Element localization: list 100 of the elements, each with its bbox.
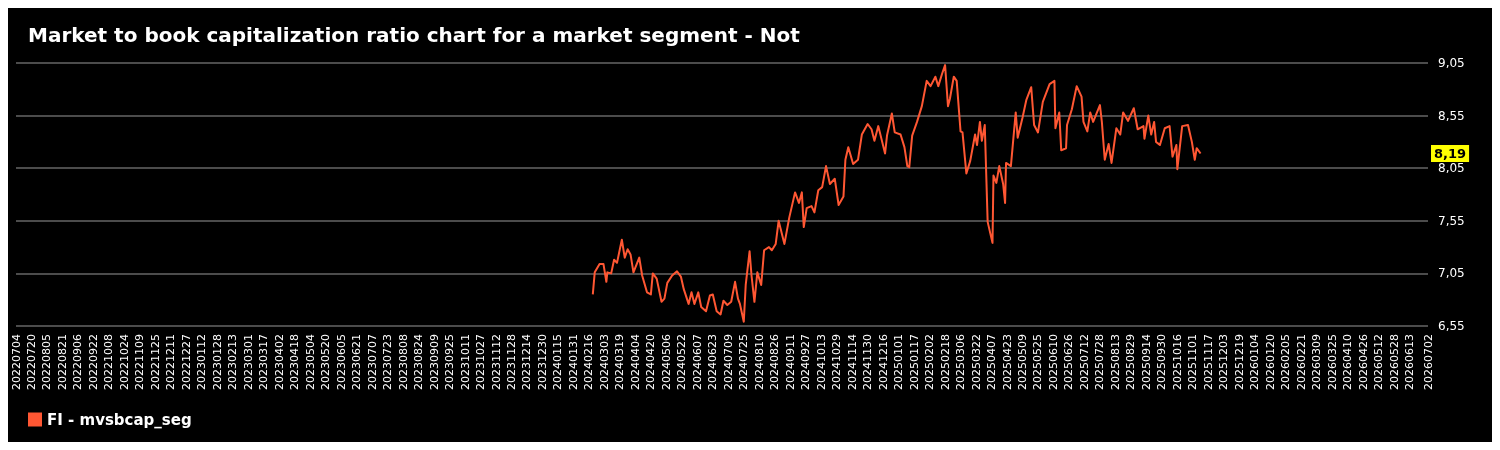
x-tick-label: 20221109 bbox=[133, 334, 147, 390]
x-tick-label: 20250525 bbox=[1031, 334, 1045, 390]
x-tick-label: 20240131 bbox=[566, 334, 580, 390]
x-tick-label: 20260613 bbox=[1403, 334, 1417, 390]
x-tick-label: 20250423 bbox=[1000, 334, 1014, 390]
y-tick-label: 8,05 bbox=[1438, 161, 1465, 176]
x-tick-label: 20230213 bbox=[226, 334, 240, 390]
x-tick-label: 20251203 bbox=[1217, 334, 1231, 390]
x-tick-label: 20240725 bbox=[737, 334, 751, 390]
x-tick-label: 20220922 bbox=[86, 334, 100, 390]
x-tick-label: 20260205 bbox=[1279, 334, 1293, 390]
x-tick-label: 20250509 bbox=[1016, 334, 1029, 390]
x-tick-label: 20260426 bbox=[1356, 334, 1370, 390]
x-tick-label: 20250322 bbox=[969, 334, 983, 390]
x-tick-label: 20241013 bbox=[814, 334, 828, 390]
x-tick-label: 20230128 bbox=[210, 334, 224, 390]
y-tick-label: 6,55 bbox=[1438, 319, 1465, 333]
x-tick-label: 20230418 bbox=[288, 334, 302, 390]
x-tick-label: 20240303 bbox=[597, 334, 611, 390]
x-tick-label: 20230707 bbox=[365, 334, 379, 390]
x-tick-label: 20250306 bbox=[954, 334, 968, 390]
x-tick-label: 20240607 bbox=[690, 334, 704, 390]
chart-title: Market to book capitalization ratio chart for a market segment - Not bbox=[28, 23, 801, 47]
x-tick-label: 20250813 bbox=[1108, 334, 1122, 390]
legend-label: FI - mvsbcap_seg bbox=[47, 410, 192, 429]
x-tick-label: 20250930 bbox=[1155, 334, 1169, 390]
x-tick-label: 20250712 bbox=[1077, 334, 1091, 390]
x-tick-label: 20240319 bbox=[613, 334, 627, 390]
x-tick-label: 20231230 bbox=[535, 334, 549, 390]
x-tick-label: 20260512 bbox=[1372, 334, 1386, 390]
x-tick-label: 20250101 bbox=[892, 334, 906, 390]
x-tick-label: 20250218 bbox=[938, 334, 952, 390]
x-tick-label: 20241130 bbox=[861, 334, 875, 390]
x-tick-label: 20260104 bbox=[1248, 334, 1262, 390]
x-tick-label: 20230925 bbox=[443, 334, 457, 390]
x-tick-label: 20250610 bbox=[1046, 334, 1060, 390]
x-tick-label: 20240522 bbox=[675, 334, 689, 390]
x-tick-label: 20251117 bbox=[1201, 334, 1215, 390]
x-tick-label: 20260528 bbox=[1387, 334, 1401, 390]
x-tick-label: 20230301 bbox=[241, 334, 255, 390]
x-tick-label: 20260410 bbox=[1341, 334, 1355, 390]
x-tick-label: 20220720 bbox=[24, 334, 38, 390]
x-tick-label: 20250407 bbox=[985, 334, 999, 390]
x-tick-label: 20230605 bbox=[334, 334, 348, 390]
x-tick-label: 20231011 bbox=[458, 334, 472, 390]
x-tick-label: 20220906 bbox=[71, 334, 85, 390]
x-tick-label: 20251101 bbox=[1186, 334, 1200, 390]
y-tick-label: 8,55 bbox=[1438, 108, 1465, 123]
x-tick-label: 20240216 bbox=[582, 334, 596, 390]
x-tick-label: 20231128 bbox=[505, 334, 519, 390]
y-tick-label: 7,05 bbox=[1438, 266, 1465, 281]
x-tick-label: 20250914 bbox=[1139, 334, 1153, 390]
x-tick-label: 20231214 bbox=[520, 334, 534, 390]
x-tick-label: 20250728 bbox=[1093, 334, 1107, 390]
x-tick-label: 20260221 bbox=[1294, 334, 1308, 390]
line-series bbox=[591, 64, 1202, 323]
x-tick-label: 20220805 bbox=[40, 334, 54, 390]
x-tick-label: 20230723 bbox=[381, 334, 395, 390]
x-tick-label: 20230808 bbox=[396, 334, 410, 390]
x-tick-label: 20221227 bbox=[179, 334, 193, 390]
x-tick-label: 20221008 bbox=[102, 334, 116, 390]
x-tick-label: 20250202 bbox=[923, 334, 937, 390]
x-tick-label: 20251219 bbox=[1232, 334, 1246, 390]
x-tick-label: 20240506 bbox=[659, 334, 673, 390]
x-tick-label: 20250117 bbox=[907, 334, 921, 390]
x-tick-label: 20230504 bbox=[303, 334, 317, 390]
y-tick-label: 9,05 bbox=[1438, 56, 1465, 70]
x-tick-label: 20241216 bbox=[876, 334, 890, 390]
x-tick-label: 20260309 bbox=[1310, 334, 1324, 390]
x-tick-label: 20230824 bbox=[412, 334, 426, 390]
x-tick-label: 20240623 bbox=[706, 334, 720, 390]
x-tick-label: 20230520 bbox=[319, 334, 333, 390]
x-tick-label: 20240927 bbox=[799, 334, 813, 390]
x-tick-label: 20240420 bbox=[644, 334, 658, 390]
x-tick-label: 20240911 bbox=[783, 334, 797, 390]
x-tick-label: 20250829 bbox=[1124, 334, 1138, 390]
y-tick-label: 7,55 bbox=[1438, 213, 1465, 228]
x-tick-label: 20240810 bbox=[752, 334, 766, 390]
x-tick-label: 20240404 bbox=[628, 334, 642, 390]
x-tick-label: 20230402 bbox=[272, 334, 286, 390]
x-tick-label: 20260120 bbox=[1263, 334, 1277, 390]
x-tick-label: 20231027 bbox=[474, 334, 488, 390]
x-tick-label: 20230909 bbox=[427, 334, 441, 390]
x-tick-label: 20260325 bbox=[1325, 334, 1339, 390]
x-tick-label: 20251016 bbox=[1170, 334, 1184, 390]
x-tick-label: 20230621 bbox=[350, 334, 364, 390]
x-tick-label: 20230317 bbox=[257, 334, 271, 390]
x-tick-label: 20260702 bbox=[1421, 334, 1435, 390]
x-tick-label: 20250626 bbox=[1062, 334, 1076, 390]
x-tick-label: 20221024 bbox=[117, 334, 131, 390]
annotation: 8,19 bbox=[1434, 145, 1467, 161]
x-tick-label: 20240115 bbox=[551, 334, 565, 390]
x-tick-label: 20240826 bbox=[768, 334, 782, 390]
x-tick-label: 20221211 bbox=[164, 334, 178, 390]
x-tick-label: 20220821 bbox=[55, 334, 69, 390]
x-tick-label: 20241029 bbox=[830, 334, 844, 390]
x-tick-label: 20221125 bbox=[148, 334, 162, 390]
x-tick-label: 20231112 bbox=[489, 334, 503, 390]
x-tick-label: 20220704 bbox=[9, 334, 23, 390]
x-tick-label: 20230112 bbox=[195, 334, 209, 390]
